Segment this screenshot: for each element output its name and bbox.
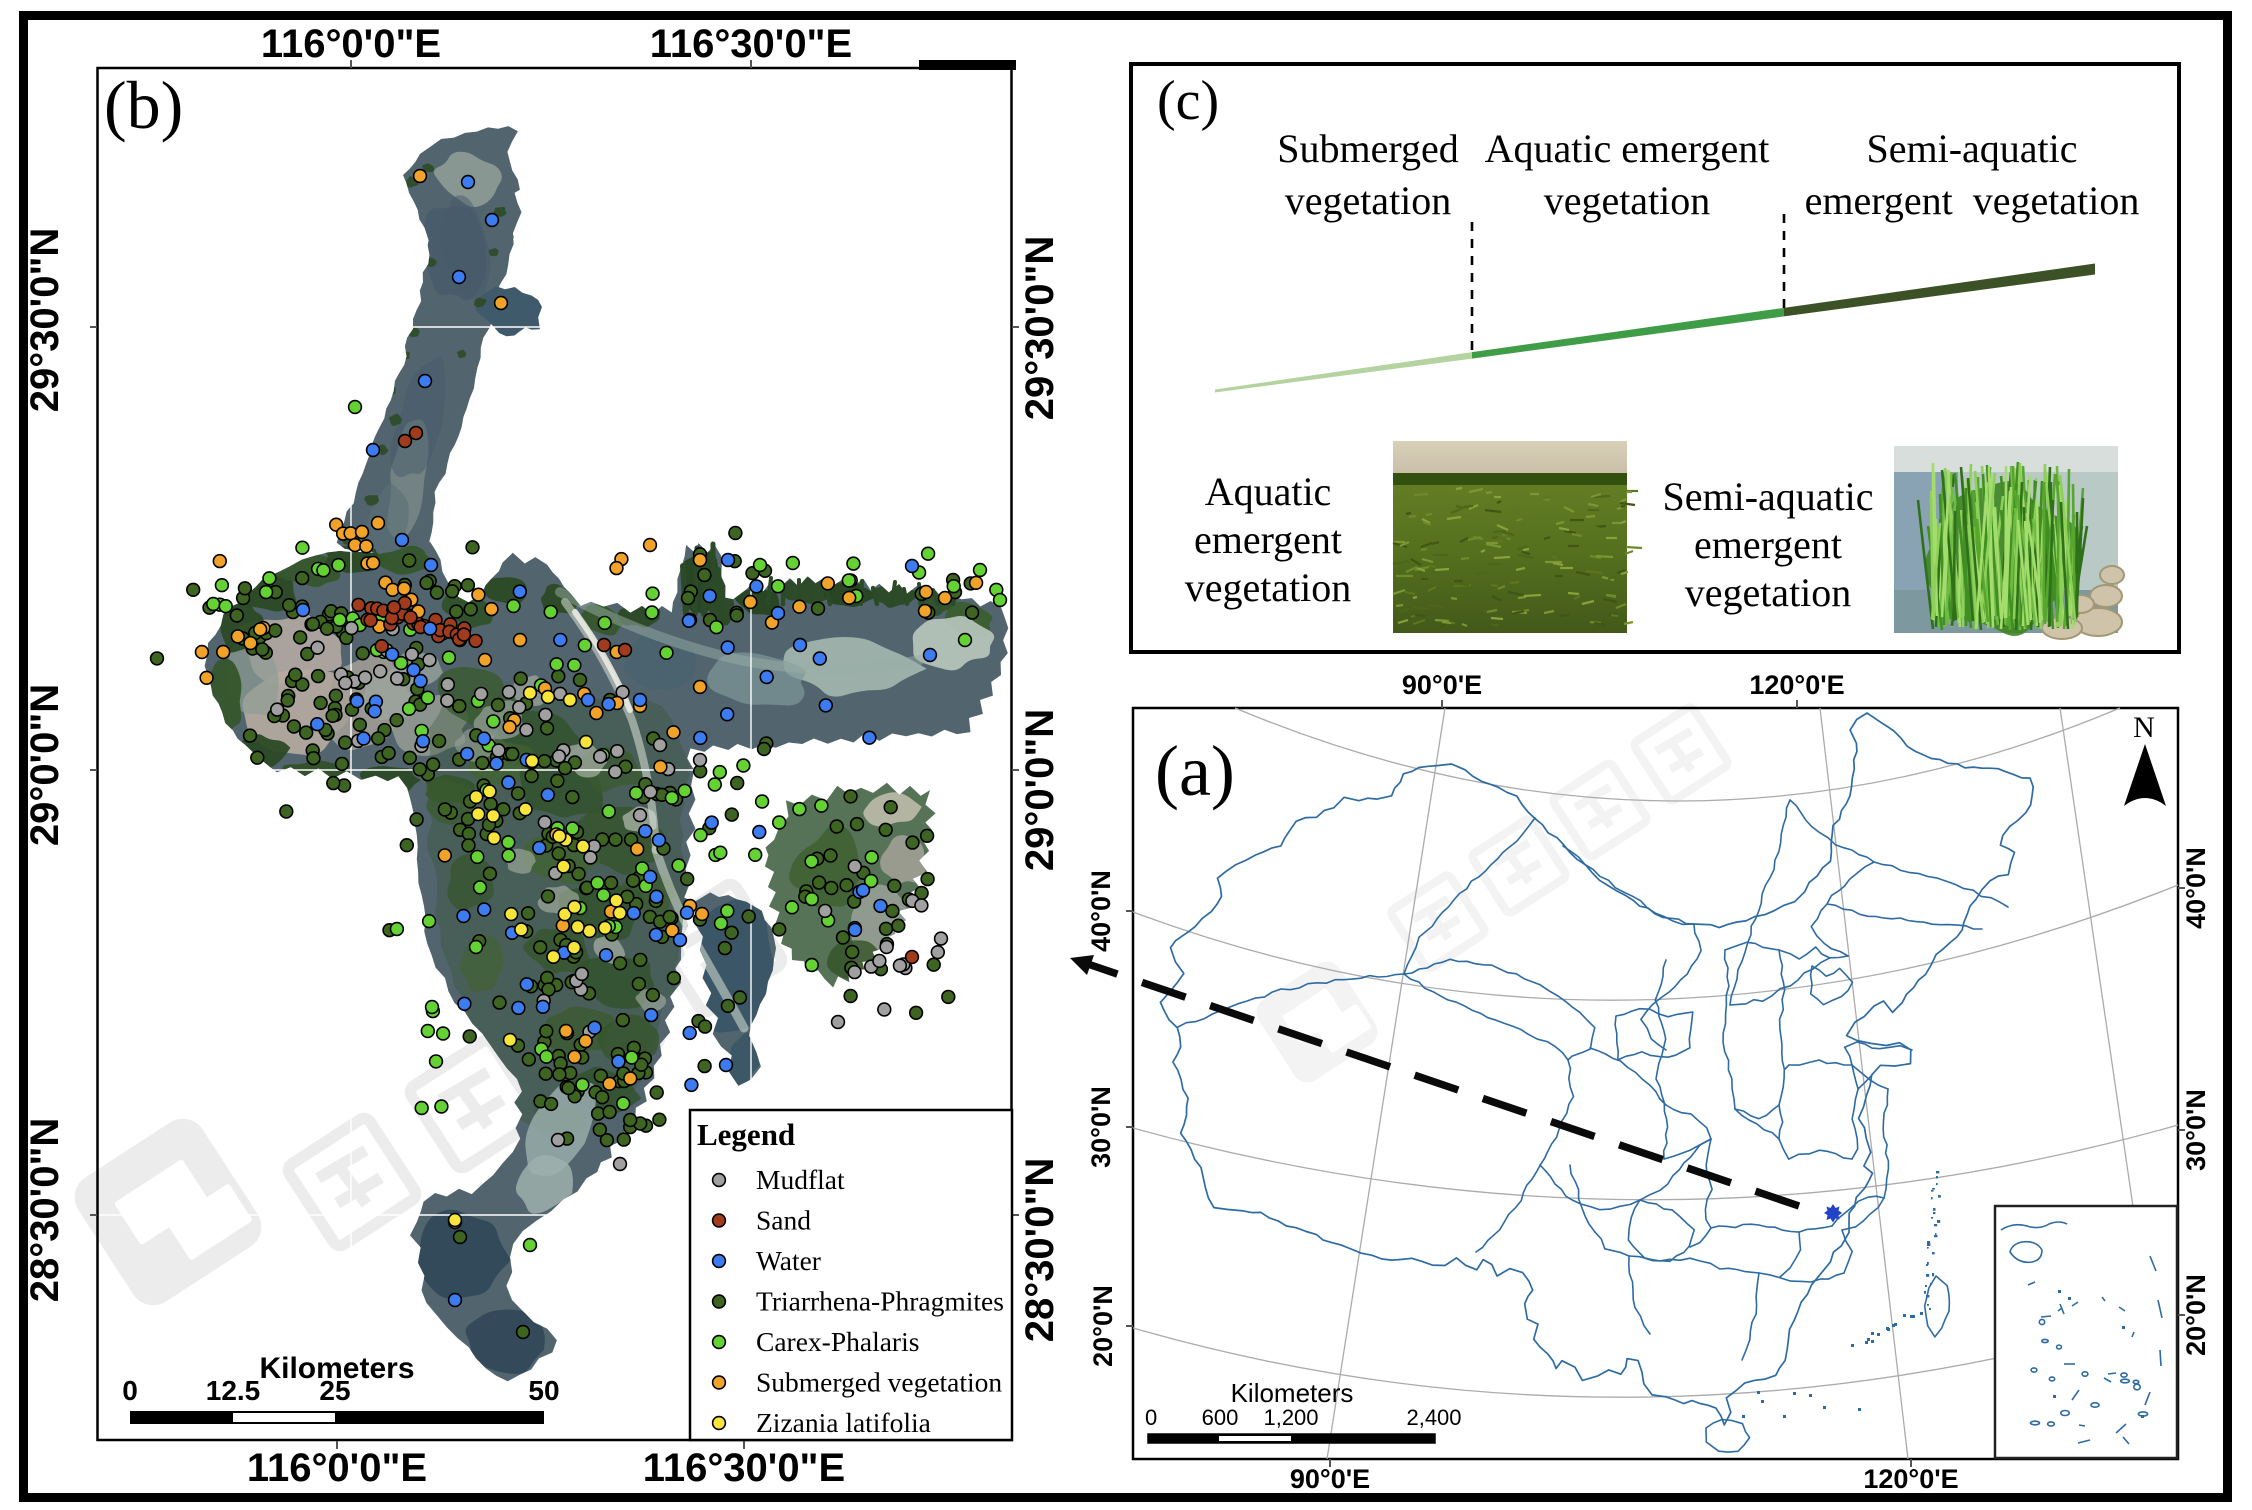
svg-text:Triarrhena-Phragmites: Triarrhena-Phragmites: [756, 1286, 1004, 1317]
svg-text:30°0'N: 30°0'N: [1086, 1086, 1116, 1168]
svg-text:29°30'0"N: 29°30'0"N: [1018, 236, 1062, 421]
svg-text:116°0'0"E: 116°0'0"E: [261, 22, 441, 66]
svg-text:40°0'N: 40°0'N: [2181, 847, 2211, 929]
svg-text:vegetation: vegetation: [1185, 565, 1352, 610]
svg-text:0: 0: [1145, 1405, 1157, 1430]
svg-text:Submerged: Submerged: [1277, 126, 1458, 171]
svg-text:29°0'0"N: 29°0'0"N: [23, 684, 67, 846]
svg-text:0: 0: [122, 1375, 138, 1406]
svg-text:116°30'0"E: 116°30'0"E: [650, 22, 852, 66]
svg-text:116°30'0"E: 116°30'0"E: [643, 1446, 845, 1490]
svg-text:2,400: 2,400: [1406, 1405, 1461, 1430]
svg-text:120°0'E: 120°0'E: [1749, 670, 1844, 700]
svg-text:20°0'N: 20°0'N: [1088, 1285, 1118, 1367]
svg-text:28°30'0"N: 28°30'0"N: [23, 1118, 67, 1303]
svg-text:Mudflat: Mudflat: [756, 1164, 845, 1195]
svg-text:20°0'N: 20°0'N: [2181, 1274, 2211, 1356]
svg-text:25: 25: [319, 1375, 350, 1406]
svg-text:(b): (b): [104, 67, 183, 143]
svg-text:N: N: [2133, 711, 2155, 744]
svg-text:29°0'0"N: 29°0'0"N: [1018, 709, 1062, 871]
svg-text:(c): (c): [1157, 70, 1219, 132]
svg-text:Kilometers: Kilometers: [259, 1352, 414, 1385]
svg-text:vegetation: vegetation: [1685, 570, 1852, 615]
svg-text:emergent: emergent: [1194, 517, 1342, 562]
svg-text:emergent: emergent: [1694, 522, 1842, 567]
svg-text:Sand: Sand: [756, 1205, 811, 1236]
svg-text:28°30'0"N: 28°30'0"N: [1018, 1158, 1062, 1343]
svg-text:90°0'E: 90°0'E: [1290, 1464, 1370, 1494]
svg-text:Carex-Phalaris: Carex-Phalaris: [756, 1326, 919, 1357]
svg-text:12.5: 12.5: [206, 1375, 261, 1406]
svg-text:116°0'0"E: 116°0'0"E: [247, 1446, 427, 1490]
svg-text:1,200: 1,200: [1263, 1405, 1318, 1430]
svg-text:Zizania latifolia: Zizania latifolia: [756, 1407, 931, 1438]
svg-text:600: 600: [1202, 1405, 1239, 1430]
svg-text:vegetation: vegetation: [1285, 178, 1452, 223]
svg-text:120°0'E: 120°0'E: [1863, 1464, 1958, 1494]
svg-text:Kilometers: Kilometers: [1231, 1378, 1354, 1408]
svg-text:Semi-aquatic: Semi-aquatic: [1662, 474, 1873, 519]
svg-text:(a): (a): [1155, 731, 1235, 811]
svg-text:Aquatic: Aquatic: [1205, 469, 1332, 514]
svg-text:29°30'0"N: 29°30'0"N: [23, 228, 67, 413]
svg-text:40°0'N: 40°0'N: [1086, 870, 1116, 952]
svg-text:emergent vegetation: emergent vegetation: [1805, 178, 2140, 223]
svg-text:50: 50: [528, 1375, 559, 1406]
svg-text:vegetation: vegetation: [1544, 178, 1711, 223]
svg-text:Aquatic emergent: Aquatic emergent: [1485, 126, 1770, 171]
svg-text:Water: Water: [756, 1245, 821, 1276]
svg-text:Semi-aquatic: Semi-aquatic: [1866, 126, 2077, 171]
svg-text:90°0'E: 90°0'E: [1402, 670, 1482, 700]
svg-text:Legend: Legend: [697, 1117, 795, 1152]
svg-text:30°0'N: 30°0'N: [2181, 1089, 2211, 1171]
svg-text:Submerged vegetation: Submerged vegetation: [756, 1367, 1002, 1398]
